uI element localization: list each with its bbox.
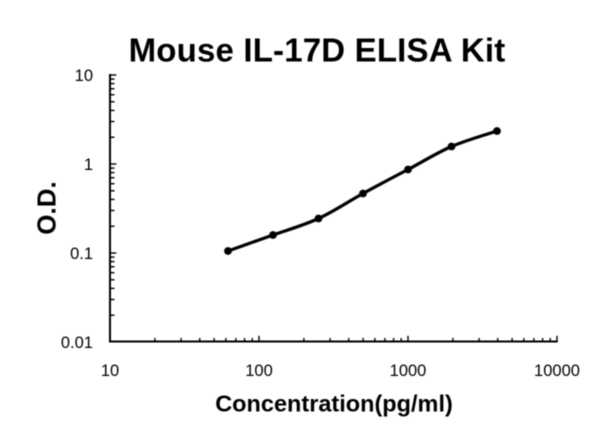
- svg-text:Concentration(pg/ml): Concentration(pg/ml): [215, 391, 453, 417]
- svg-text:0.01: 0.01: [61, 334, 93, 352]
- svg-text:Mouse IL-17D ELISA Kit: Mouse IL-17D ELISA Kit: [129, 32, 506, 69]
- svg-text:1: 1: [84, 156, 93, 174]
- svg-text:100: 100: [245, 362, 273, 380]
- svg-text:0.1: 0.1: [70, 245, 93, 263]
- svg-text:1000: 1000: [390, 362, 427, 380]
- svg-text:10: 10: [75, 67, 93, 85]
- svg-text:10000: 10000: [534, 362, 580, 380]
- svg-text:O.D.: O.D.: [32, 181, 62, 234]
- svg-text:10: 10: [101, 362, 119, 380]
